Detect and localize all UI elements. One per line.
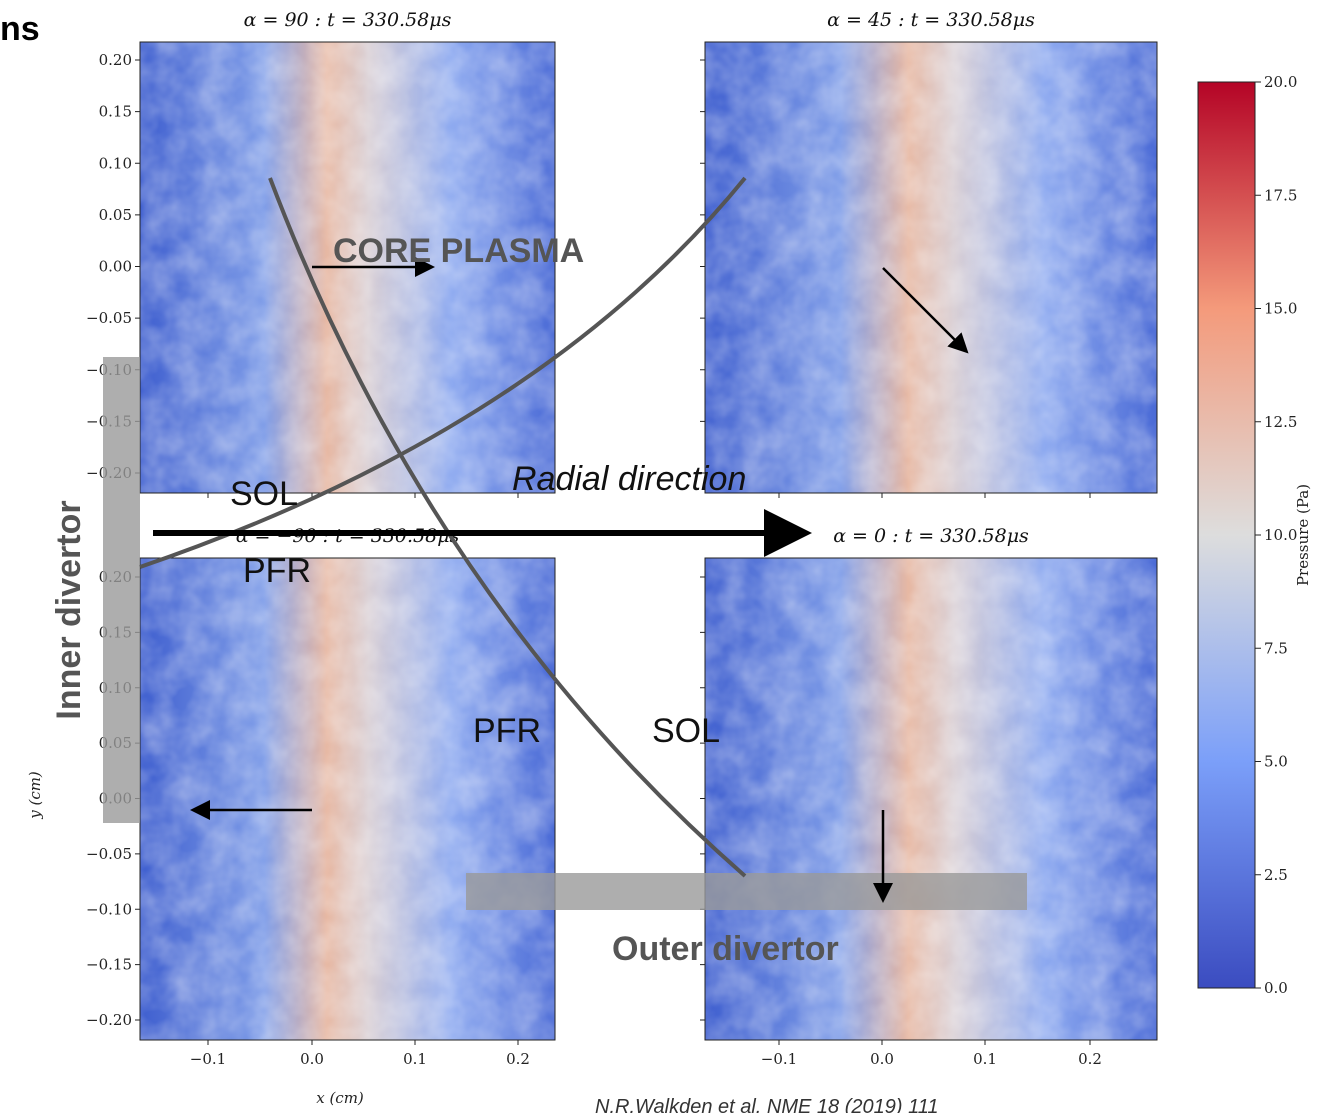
panel-title: α = 90 : t = 330.58μs [244,9,452,31]
y-tick-label: −0.10 [86,900,132,918]
header-fragment: ns [0,10,40,48]
colorbar-label: Pressure (Pa) [1294,484,1312,586]
colorbar-tick-label: 20.0 [1264,73,1297,91]
x-tick-label: 0.1 [403,1050,427,1068]
heatmap-texture [705,42,1157,493]
y-tick-label: −0.05 [86,845,132,863]
x-tick-label: 0.1 [973,1050,997,1068]
separatrix-curve [268,177,747,878]
heatmap-texture [705,558,1157,1040]
annotations: ns CORE PLASMA SOL PFR Radial direction … [0,10,1312,1113]
panel-title: α = 0 : t = 330.58μs [833,525,1029,547]
y-tick-label: −0.20 [86,1011,132,1029]
panel-frame [704,41,1158,494]
colorbar-tick-label: 7.5 [1264,639,1288,657]
x-axis-label: x (cm) [316,1089,364,1107]
y-axis-label: y (cm) [26,771,44,820]
annotation: CORE PLASMA [333,232,584,270]
arrow [882,267,969,354]
heatmap-texture [140,558,555,1040]
panel-frame [139,41,556,494]
separatrix-curve [139,176,747,569]
annotation: PFR [473,712,541,750]
y-tick-label: 0.05 [99,206,132,224]
colorbar-tick-label: 2.5 [1264,866,1288,884]
colorbar [1197,81,1256,989]
x-tick-label: −0.1 [761,1050,797,1068]
x-tick-label: 0.2 [1078,1050,1102,1068]
annotation: SOL [230,475,298,513]
annotation: Outer divertor [612,930,839,968]
colorbar-tick-label: 0.0 [1264,979,1288,997]
annotation: PFR [243,552,311,590]
inner-divertor-bar [103,357,140,823]
colorbar-tick-label: 10.0 [1264,526,1297,544]
colorbar-tick-label: 5.0 [1264,753,1288,771]
annotation: SOL [652,712,720,750]
colorbar-tick-label: 15.0 [1264,300,1297,318]
colorbar-tick-label: 12.5 [1264,413,1297,431]
outer-divertor-bar [466,873,1027,910]
annotation: Radial direction [512,460,746,498]
annotation: Inner divertor [50,500,88,719]
y-tick-label: 0.15 [99,103,132,121]
y-tick-label: 0.10 [99,154,132,172]
y-tick-label: 0.20 [99,51,132,69]
y-tick-label: 0.00 [99,258,132,276]
panel-title: α = 45 : t = 330.58μs [827,9,1035,31]
y-tick-label: −0.15 [86,956,132,974]
y-tick-label: −0.05 [86,309,132,327]
x-tick-label: 0.0 [300,1050,324,1068]
x-tick-label: 0.2 [506,1050,530,1068]
citation: N.R.Walkden et al. NME 18 (2019) 111 [595,1096,939,1113]
x-tick-label: 0.0 [870,1050,894,1068]
colorbar-tick-label: 17.5 [1264,186,1297,204]
x-tick-label: −0.1 [190,1050,226,1068]
panels: α = 90 : t = 330.58μs 0.20 0.15 0.10 0.05 0.0… [86,9,1297,1068]
